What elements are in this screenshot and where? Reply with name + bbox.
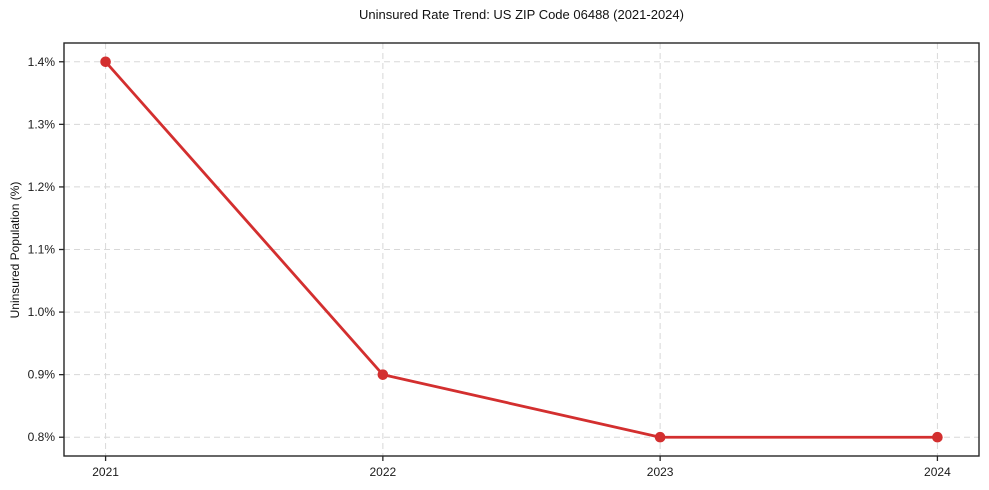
y-tick-label: 1.2%	[28, 180, 56, 194]
data-point-marker	[377, 369, 389, 380]
y-tick-label: 0.8%	[28, 430, 56, 444]
data-point-marker	[654, 431, 666, 443]
plot-border	[63, 42, 980, 457]
data-point-marker	[100, 56, 111, 68]
data-point-marker	[932, 431, 943, 443]
x-tick-label: 2024	[924, 465, 951, 479]
y-tick-label: 1.0%	[28, 305, 56, 319]
y-tick-label: 1.4%	[28, 55, 56, 69]
x-tick-label: 2021	[92, 465, 119, 479]
y-tick-label: 1.3%	[28, 117, 56, 131]
trend-line	[104, 60, 939, 439]
x-tick-label: 2022	[370, 465, 397, 479]
chart-title: Uninsured Rate Trend: US ZIP Code 06488 …	[359, 7, 684, 22]
y-tick-label: 0.9%	[28, 368, 56, 382]
x-tick-label: 2023	[647, 465, 674, 479]
y-tick-label: 1.1%	[28, 243, 56, 257]
